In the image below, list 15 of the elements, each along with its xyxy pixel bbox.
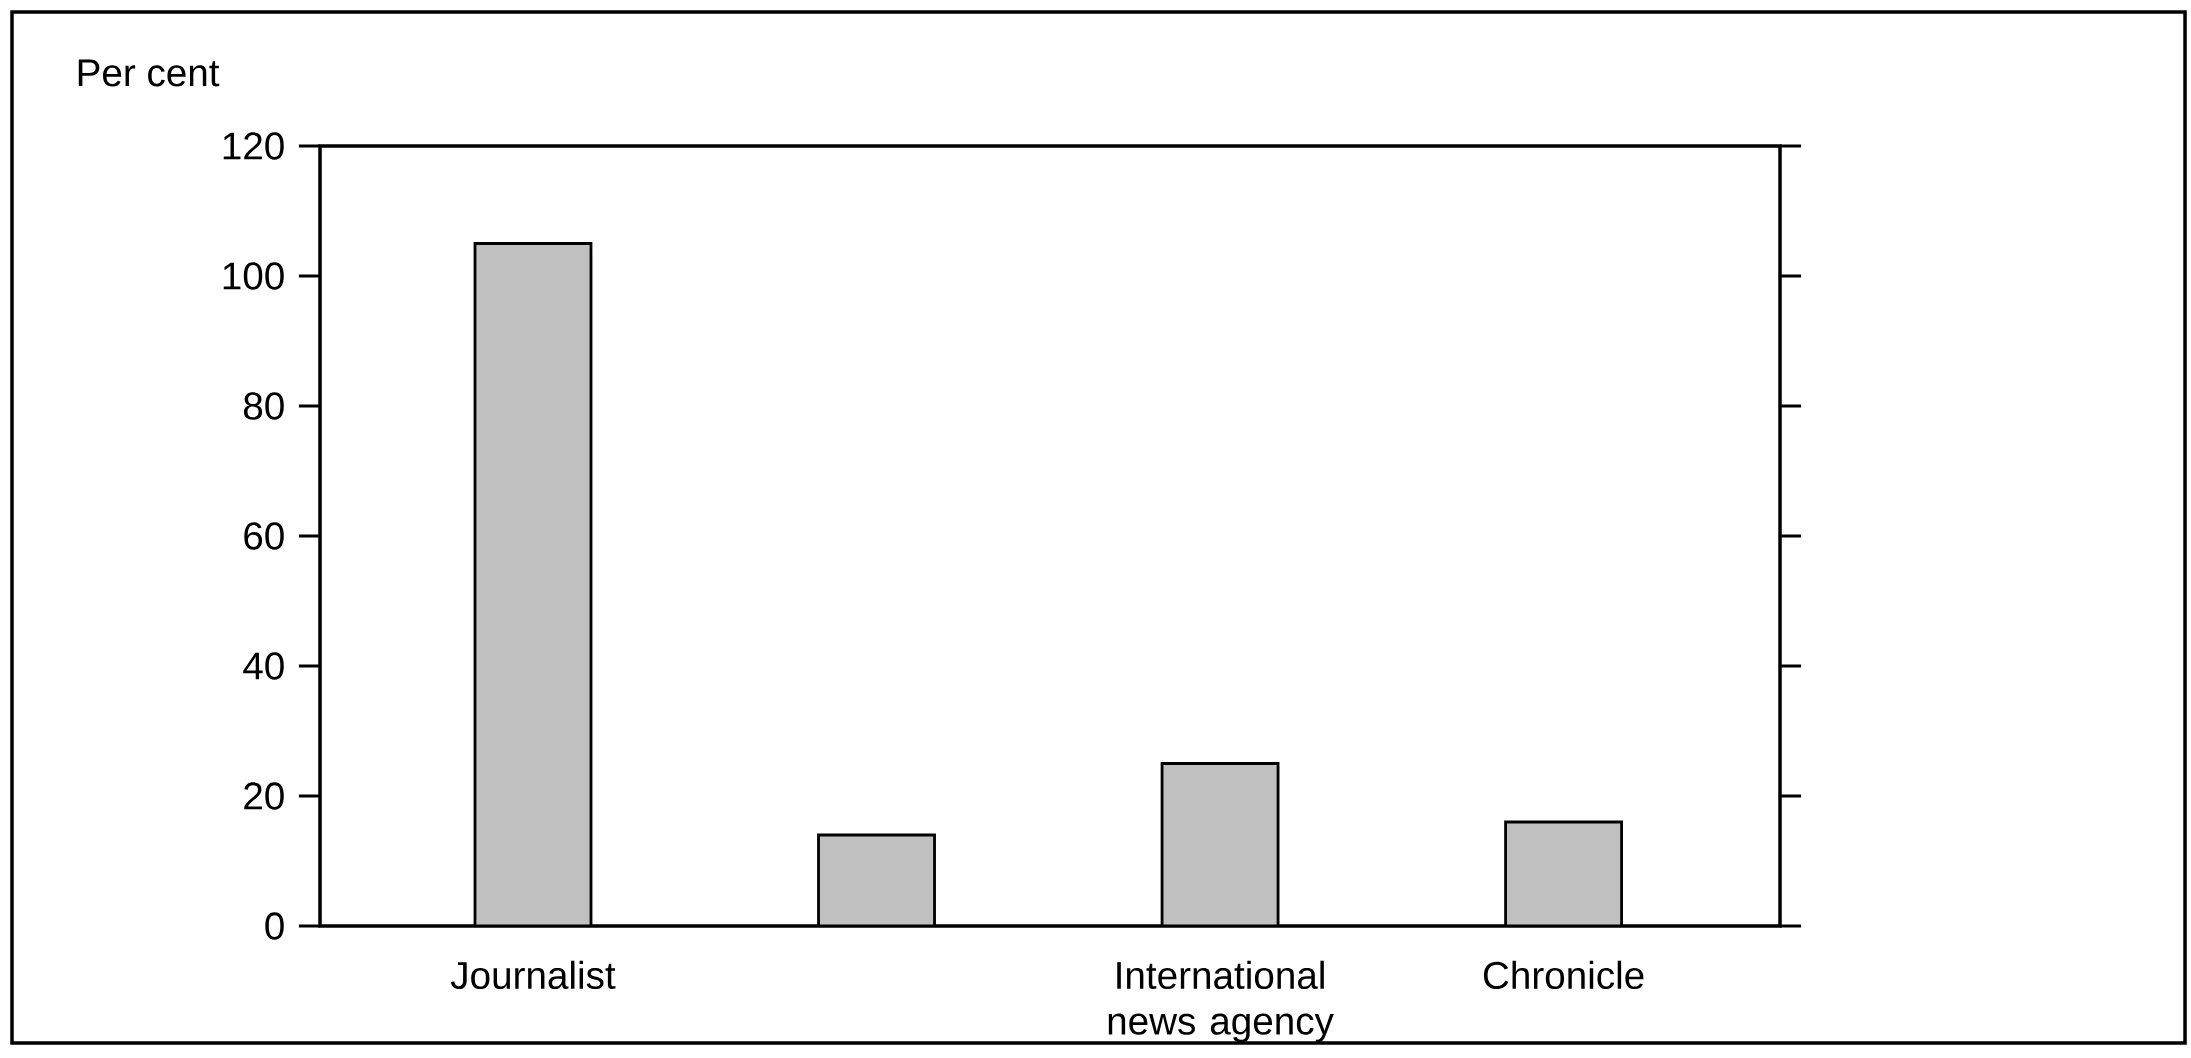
x-tick-label: Chronicle: [1483, 960, 1644, 990]
y-tick-label: 80: [243, 392, 284, 420]
y-tick-label: 40: [243, 652, 284, 680]
y-axis-title: Per cent: [78, 59, 220, 87]
y-tick-label: 60: [244, 522, 284, 550]
x-tick-label: International news agency: [1108, 960, 1334, 1043]
y-tick-label: 0: [265, 912, 284, 940]
y-tick-label: 120: [223, 132, 284, 160]
bar: [1504, 820, 1623, 927]
x-tick-label: Journalist: [450, 960, 616, 990]
y-tick-label: 100: [223, 262, 284, 290]
bar: [817, 833, 936, 927]
bar: [1160, 762, 1280, 927]
bar: [473, 242, 593, 927]
y-tick-label: 20: [244, 782, 284, 810]
